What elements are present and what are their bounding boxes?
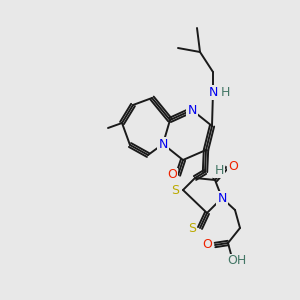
Text: N: N	[208, 85, 218, 98]
Text: N: N	[158, 137, 168, 151]
Text: O: O	[167, 169, 177, 182]
Text: H: H	[214, 164, 224, 176]
Text: S: S	[171, 184, 179, 196]
Text: OH: OH	[227, 254, 247, 268]
Text: O: O	[202, 238, 212, 251]
Text: N: N	[187, 103, 197, 116]
Text: N: N	[217, 191, 227, 205]
Text: O: O	[228, 160, 238, 173]
Text: H: H	[220, 85, 230, 98]
Text: S: S	[188, 221, 196, 235]
